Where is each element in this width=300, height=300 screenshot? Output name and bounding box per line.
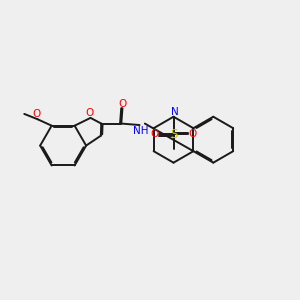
Text: O: O: [150, 129, 158, 140]
Text: O: O: [118, 99, 127, 109]
Text: S: S: [170, 128, 177, 141]
Text: N: N: [171, 107, 178, 117]
Text: O: O: [188, 129, 197, 140]
Text: O: O: [32, 109, 41, 119]
Text: O: O: [85, 108, 93, 118]
Text: NH: NH: [133, 126, 149, 136]
